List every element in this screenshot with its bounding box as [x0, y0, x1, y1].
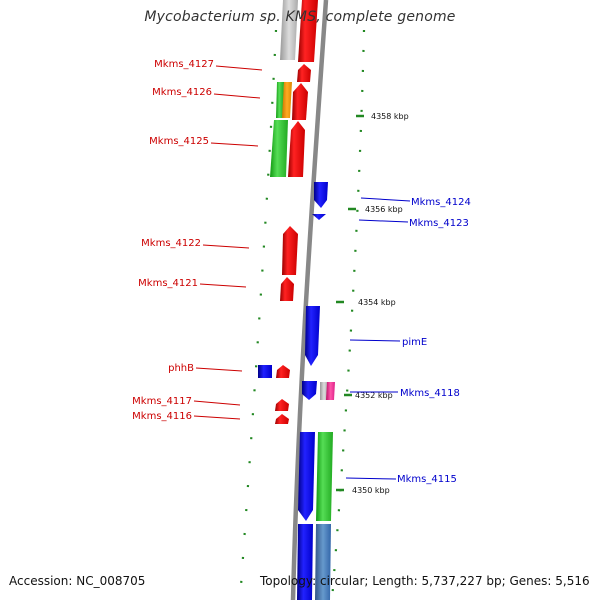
- scale-label: 4354 kbp: [358, 298, 396, 307]
- gene-label-mkms-4116[interactable]: Mkms_4116: [132, 411, 192, 422]
- gene-label-mkms-4115[interactable]: Mkms_4115: [397, 474, 457, 485]
- gene-bar-grey: [280, 0, 298, 60]
- scale-label: 4356 kbp: [365, 205, 403, 214]
- gene-bar-green-mkms-4125: [270, 120, 288, 177]
- gene-label-mkms-4122[interactable]: Mkms_4122: [141, 238, 201, 249]
- topology-text: Topology: circular; Length: 5,737,227 bp…: [260, 574, 590, 588]
- accession-text: Accession: NC_008705: [9, 574, 146, 588]
- gene-arrow-mkms-4125: [288, 121, 305, 177]
- scale-label: 4358 kbp: [371, 112, 409, 121]
- gene-label-mkms-4117[interactable]: Mkms_4117: [132, 396, 192, 407]
- gene-arrow-phhb: [258, 365, 272, 378]
- gene-label-mkms-4123[interactable]: Mkms_4123: [409, 218, 469, 229]
- gene-bar-steel-bottom: [315, 524, 331, 600]
- scale-ticks: [336, 114, 364, 492]
- gene-arrow-mkms-4123: [312, 214, 326, 220]
- genome-backbone: [290, 0, 329, 600]
- gene-label-phhb[interactable]: phhB: [168, 363, 194, 374]
- map-title: Mycobacterium sp. KMS, complete genome: [144, 9, 456, 25]
- gene-bar-green-upper: [276, 82, 284, 118]
- gene-bar-blue-bottom: [297, 524, 313, 600]
- gene-bar-green-lower: [316, 432, 333, 521]
- gene-arrow-mkms-4126: [292, 83, 308, 120]
- gene-label-mkms-4118[interactable]: Mkms_4118: [400, 388, 460, 399]
- gene-arrow-mkms-4116: [275, 414, 289, 424]
- gene-label-pime[interactable]: pimE: [402, 337, 427, 348]
- gene-bar-grey-small: [320, 382, 328, 400]
- gene-arrow-mkms-4124: [314, 182, 328, 208]
- inner-dotted-ring: [238, 29, 278, 600]
- gene-bar-orange: [282, 82, 292, 118]
- gene-arrow-mkms-4115: [298, 432, 315, 521]
- gene-bar-red: [298, 0, 318, 62]
- scale-label: 4350 kbp: [352, 486, 390, 495]
- gene-arrow-mkms-4118: [302, 381, 317, 400]
- gene-arrow-pime: [305, 306, 320, 366]
- leader-lines-left: [193, 65, 263, 420]
- leader-lines-right: [345, 197, 411, 480]
- gene-label-mkms-4125[interactable]: Mkms_4125: [149, 136, 209, 147]
- scale-label: 4352 kbp: [355, 391, 393, 400]
- gene-arrow-mkms-4121: [280, 277, 294, 301]
- gene-arrow-mkms-4117: [275, 399, 289, 411]
- gene-arrow-mkms-4122: [282, 226, 298, 275]
- gene-bar-pink: [326, 382, 335, 400]
- gene-label-mkms-4126[interactable]: Mkms_4126: [152, 87, 212, 98]
- gene-label-mkms-4127[interactable]: Mkms_4127: [154, 59, 214, 70]
- gene-label-mkms-4124[interactable]: Mkms_4124: [411, 197, 471, 208]
- gene-arrow-mkms-4127: [297, 64, 311, 82]
- gene-arrow-red-small: [276, 365, 290, 378]
- gene-label-mkms-4121[interactable]: Mkms_4121: [138, 278, 198, 289]
